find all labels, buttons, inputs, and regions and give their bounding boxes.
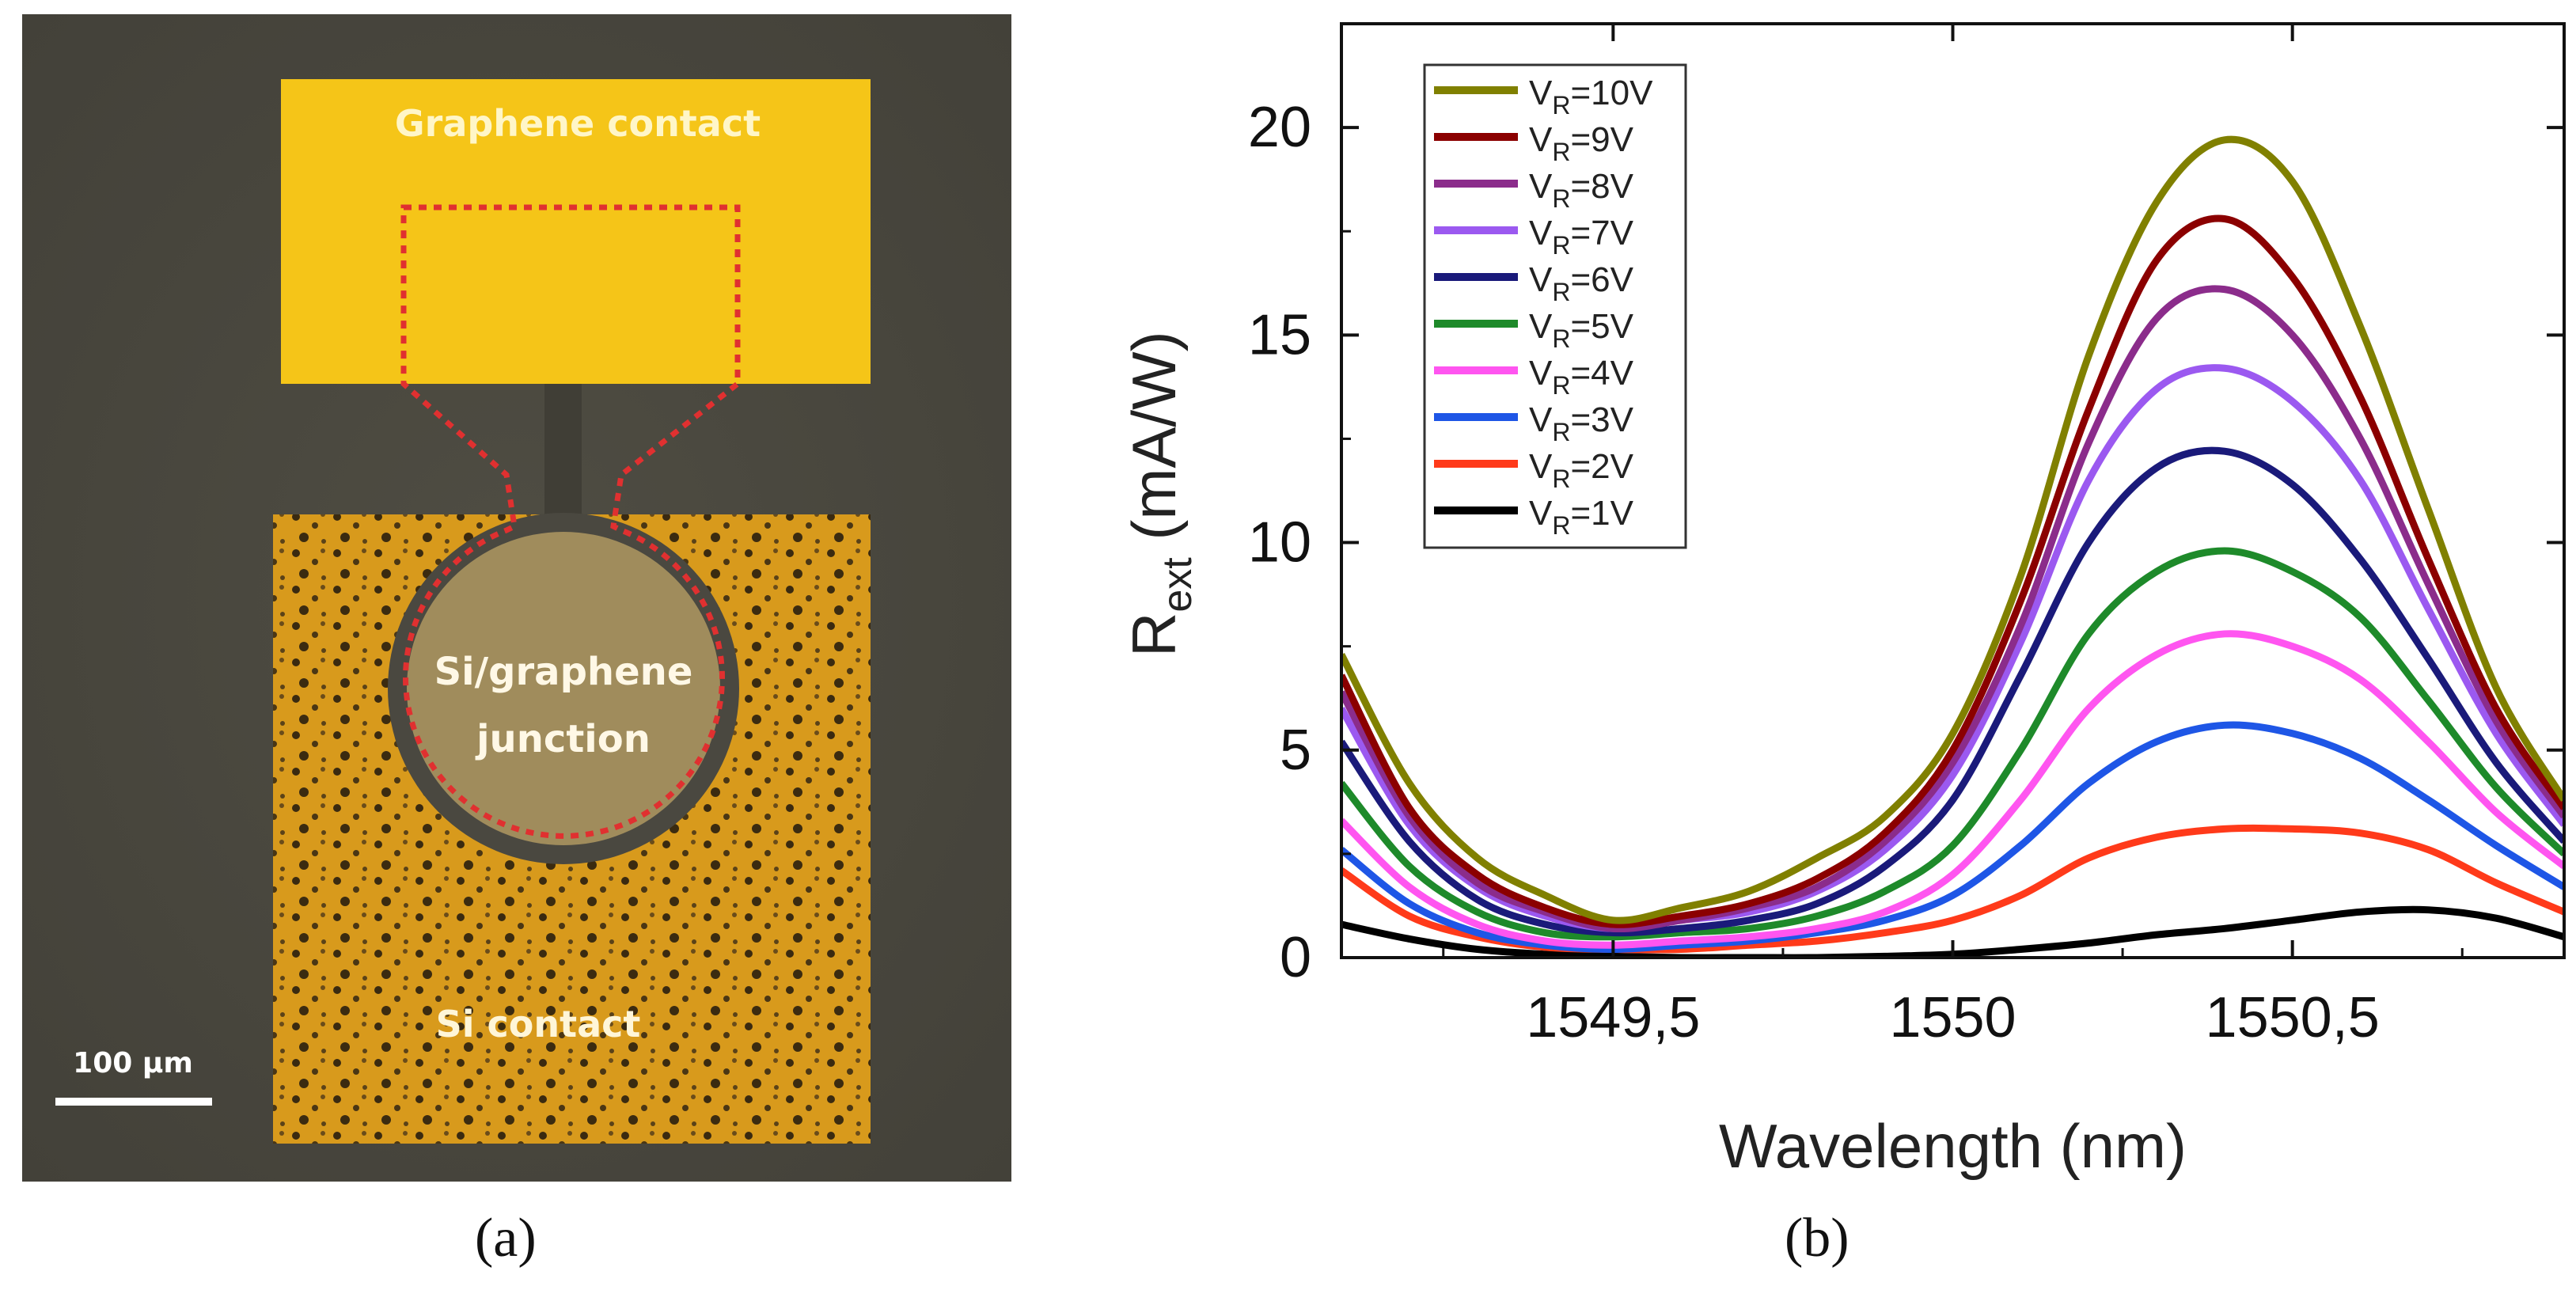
- series-line-10v: [1341, 135, 2564, 924]
- series-line-7v: [1341, 364, 2564, 932]
- x-tick-label: 1550: [1889, 986, 2016, 1049]
- series-line-9v: [1341, 214, 2564, 928]
- legend-entry-main: V: [1529, 354, 1553, 393]
- legend-entry-main: V: [1529, 447, 1553, 486]
- legend-entry-value: =6V: [1570, 260, 1633, 299]
- legend-entry-main: V: [1529, 167, 1553, 206]
- panel-b-caption: (b): [1785, 1208, 1849, 1269]
- legend-entry-main: V: [1529, 260, 1553, 299]
- y-axis-label-sub: ext: [1155, 557, 1201, 613]
- y-axis-label-unit: (mA/W): [1119, 331, 1189, 557]
- legend-entry-sub: R: [1552, 138, 1570, 166]
- legend-entry-value: =1V: [1570, 494, 1633, 533]
- y-axis-label-main: R: [1119, 613, 1189, 657]
- legend-entry-value: =2V: [1570, 447, 1633, 486]
- x-tick-label: 1550,5: [2206, 986, 2380, 1049]
- legend-entry-value: =3V: [1570, 400, 1633, 439]
- legend-entry-main: V: [1529, 494, 1553, 533]
- legend-entry-main: V: [1529, 400, 1553, 439]
- y-tick-label: 5: [1280, 719, 1311, 782]
- legend-entry: VR=9V: [1529, 120, 1634, 166]
- series-line-3v: [1341, 721, 2564, 954]
- legend-entry-value: =9V: [1570, 120, 1633, 159]
- legend-entry-value: =10V: [1570, 74, 1653, 112]
- legend-entry-value: =7V: [1570, 214, 1633, 252]
- legend-entry: VR=1V: [1529, 494, 1634, 540]
- legend-entry: VR=3V: [1529, 400, 1634, 446]
- series-line-4v: [1341, 630, 2564, 949]
- legend-entry: VR=10V: [1529, 74, 1653, 120]
- series-line-5v: [1341, 547, 2564, 941]
- legend-entry-main: V: [1529, 120, 1553, 159]
- legend-entry-sub: R: [1552, 324, 1570, 353]
- legend-entry: VR=5V: [1529, 307, 1634, 353]
- series-line-8v: [1341, 285, 2564, 933]
- legend-entry: VR=2V: [1529, 447, 1634, 493]
- legend-entry: VR=8V: [1529, 167, 1634, 213]
- series-group: [1341, 135, 2564, 958]
- legend-entry-main: V: [1529, 214, 1553, 252]
- x-tick-label: 1549,5: [1526, 986, 1700, 1049]
- legend-entry-sub: R: [1552, 418, 1570, 446]
- legend-entry-sub: R: [1552, 184, 1570, 213]
- y-tick-label: 10: [1248, 511, 1311, 575]
- legend-entry-value: =5V: [1570, 307, 1633, 346]
- legend-entry: VR=6V: [1529, 260, 1634, 306]
- panel-a-caption: (a): [475, 1208, 537, 1269]
- legend-entry-sub: R: [1552, 278, 1570, 306]
- legend-entry: VR=4V: [1529, 354, 1634, 400]
- legend-entry-value: =8V: [1570, 167, 1633, 206]
- legend-entry: VR=7V: [1529, 214, 1634, 260]
- legend-entry-sub: R: [1552, 465, 1570, 493]
- legend-entry-value: =4V: [1570, 354, 1633, 393]
- y-tick-label: 15: [1248, 303, 1311, 366]
- legend-entry-sub: R: [1552, 511, 1570, 540]
- y-tick-label: 0: [1280, 926, 1311, 989]
- series-line-6v: [1341, 446, 2564, 937]
- y-tick-label: 20: [1248, 96, 1311, 159]
- x-axis-label: Wavelength (nm): [1719, 1111, 2187, 1181]
- legend-entry-main: V: [1529, 307, 1553, 346]
- legend-entry-sub: R: [1552, 371, 1570, 400]
- legend-entry-sub: R: [1552, 231, 1570, 260]
- legend-entry-sub: R: [1552, 91, 1570, 120]
- y-axis-label: Rext (mA/W): [1119, 331, 1201, 657]
- legend-entry-main: V: [1529, 74, 1553, 112]
